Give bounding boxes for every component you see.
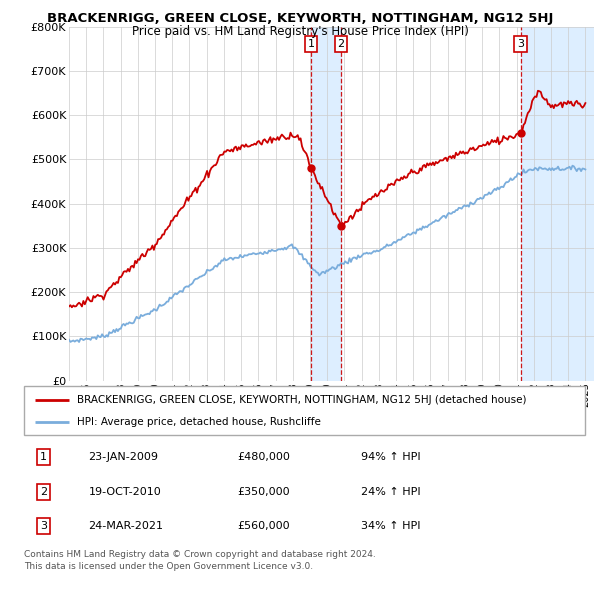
Text: 34% ↑ HPI: 34% ↑ HPI bbox=[361, 522, 420, 532]
Text: 94% ↑ HPI: 94% ↑ HPI bbox=[361, 452, 420, 462]
Text: BRACKENRIGG, GREEN CLOSE, KEYWORTH, NOTTINGHAM, NG12 5HJ (detached house): BRACKENRIGG, GREEN CLOSE, KEYWORTH, NOTT… bbox=[77, 395, 527, 405]
Text: 3: 3 bbox=[517, 40, 524, 49]
Bar bbox=[521, 27, 594, 381]
Text: 2: 2 bbox=[337, 40, 344, 49]
Text: 24% ↑ HPI: 24% ↑ HPI bbox=[361, 487, 420, 497]
Text: 19-OCT-2010: 19-OCT-2010 bbox=[89, 487, 161, 497]
Text: This data is licensed under the Open Government Licence v3.0.: This data is licensed under the Open Gov… bbox=[24, 562, 313, 571]
Text: 3: 3 bbox=[40, 522, 47, 532]
Text: Price paid vs. HM Land Registry's House Price Index (HPI): Price paid vs. HM Land Registry's House … bbox=[131, 25, 469, 38]
Text: 1: 1 bbox=[308, 40, 314, 49]
Text: BRACKENRIGG, GREEN CLOSE, KEYWORTH, NOTTINGHAM, NG12 5HJ: BRACKENRIGG, GREEN CLOSE, KEYWORTH, NOTT… bbox=[47, 12, 553, 25]
Text: 2: 2 bbox=[40, 487, 47, 497]
Text: 24-MAR-2021: 24-MAR-2021 bbox=[89, 522, 164, 532]
FancyBboxPatch shape bbox=[24, 386, 585, 435]
Text: £480,000: £480,000 bbox=[237, 452, 290, 462]
Text: HPI: Average price, detached house, Rushcliffe: HPI: Average price, detached house, Rush… bbox=[77, 417, 321, 427]
Text: 23-JAN-2009: 23-JAN-2009 bbox=[89, 452, 158, 462]
Bar bbox=[311, 27, 341, 381]
Text: 1: 1 bbox=[40, 452, 47, 462]
Text: £350,000: £350,000 bbox=[237, 487, 290, 497]
Text: £560,000: £560,000 bbox=[237, 522, 290, 532]
Text: Contains HM Land Registry data © Crown copyright and database right 2024.: Contains HM Land Registry data © Crown c… bbox=[24, 550, 376, 559]
